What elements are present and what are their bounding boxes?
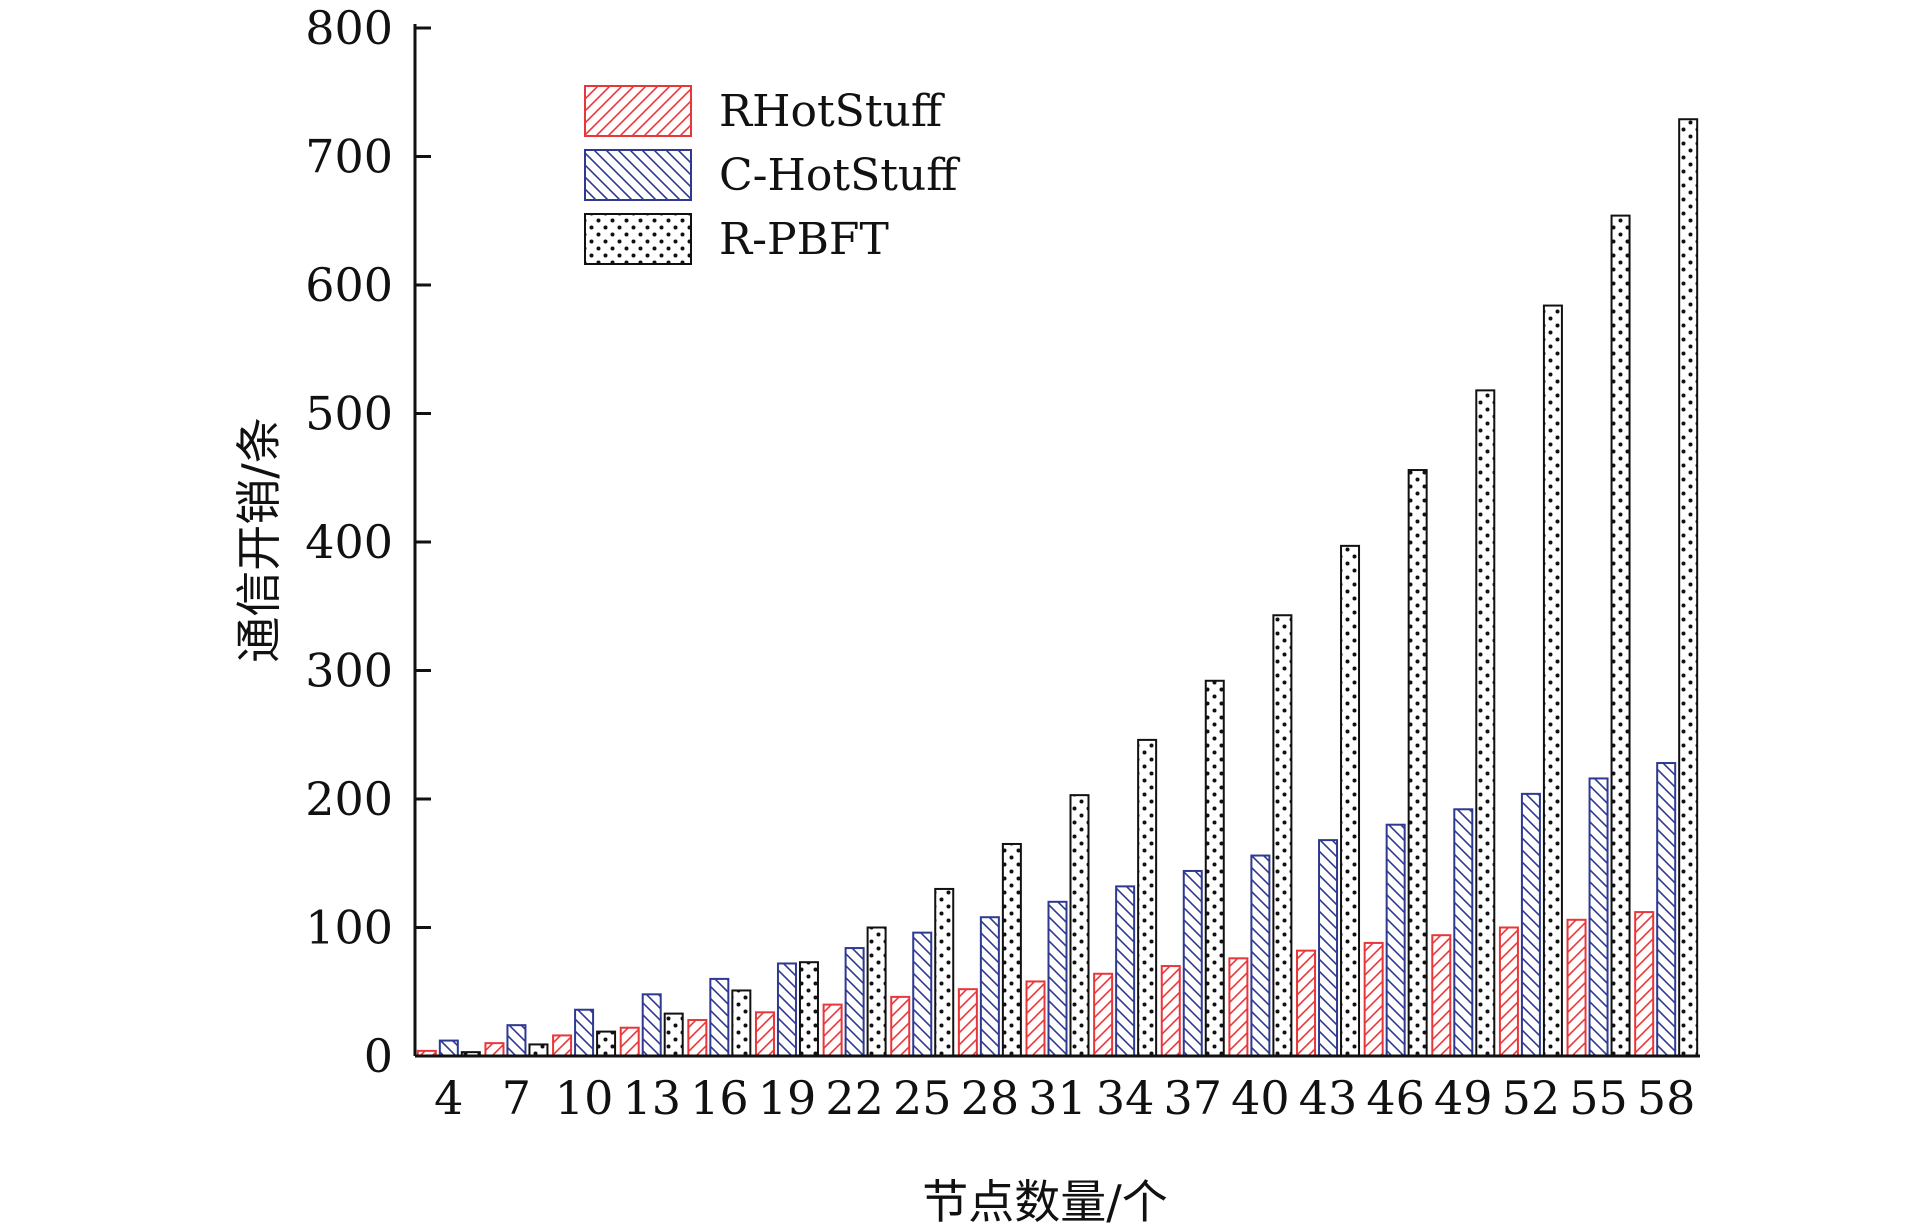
bar-c-hotstuff-28: [979, 916, 1000, 1057]
x-tick-label-31: 31: [1028, 1071, 1087, 1125]
bar-rhotstuff-49: [1431, 934, 1452, 1058]
y-tick-label-700: 700: [305, 130, 393, 184]
bar-c-hotstuff-25: [912, 931, 933, 1058]
bar-rhotstuff-10: [552, 1034, 573, 1057]
bar-rhotstuff-43: [1296, 949, 1317, 1058]
x-tick-label-28: 28: [961, 1071, 1020, 1125]
bar-rhotstuff-22: [822, 1003, 843, 1057]
x-tick-label-19: 19: [758, 1071, 817, 1125]
bar-r-pbft-43: [1340, 544, 1361, 1057]
x-tick-label-22: 22: [825, 1071, 884, 1125]
bar-r-pbft-31: [1069, 794, 1090, 1057]
bars-layer: [416, 118, 1699, 1058]
bar-r-pbft-28: [1001, 842, 1022, 1057]
bar-c-hotstuff-40: [1250, 854, 1271, 1057]
bar-r-pbft-40: [1272, 614, 1293, 1057]
bar-c-hotstuff-46: [1385, 823, 1406, 1058]
bar-rhotstuff-28: [957, 988, 978, 1057]
x-tick-label-49: 49: [1434, 1071, 1493, 1125]
x-tick-label-4: 4: [434, 1071, 463, 1125]
bar-rhotstuff-31: [1025, 980, 1046, 1057]
legend-swatch-rhotstuff: [584, 85, 692, 137]
bar-r-pbft-37: [1204, 679, 1225, 1058]
x-tick-label-25: 25: [893, 1071, 952, 1125]
y-tick-label-200: 200: [305, 772, 393, 826]
axes: 0 100 200 300 400 500 600 700 800 4 7 10 13 16 19 22 25 2…: [305, 1, 1700, 1125]
y-tick-label-300: 300: [305, 644, 393, 698]
bar-c-hotstuff-52: [1520, 792, 1541, 1057]
bar-c-hotstuff-13: [641, 993, 662, 1058]
bar-c-hotstuff-19: [776, 962, 797, 1057]
y-tick-label-800: 800: [305, 1, 393, 55]
bar-c-hotstuff-22: [844, 947, 865, 1057]
bar-r-pbft-19: [798, 961, 819, 1058]
bar-r-pbft-46: [1407, 469, 1428, 1058]
x-tick-label-40: 40: [1231, 1071, 1290, 1125]
bar-rhotstuff-13: [619, 1026, 640, 1057]
bar-c-hotstuff-43: [1318, 839, 1339, 1057]
bar-rhotstuff-19: [754, 1011, 775, 1057]
x-tick-label-58: 58: [1637, 1071, 1696, 1125]
x-tick-label-7: 7: [502, 1071, 531, 1125]
bar-rhotstuff-37: [1160, 965, 1181, 1057]
x-tick-label-43: 43: [1299, 1071, 1358, 1125]
bar-rhotstuff-40: [1228, 957, 1249, 1058]
y-tick-label-100: 100: [305, 901, 393, 955]
bar-c-hotstuff-16: [709, 977, 730, 1058]
legend-swatch-c-hotstuff: [584, 149, 692, 201]
bar-rhotstuff-16: [687, 1019, 708, 1058]
bar-r-pbft-58: [1678, 118, 1699, 1058]
bar-rhotstuff-55: [1566, 918, 1587, 1057]
bar-r-pbft-10: [596, 1030, 617, 1057]
bar-c-hotstuff-7: [506, 1024, 527, 1058]
bar-r-pbft-49: [1475, 389, 1496, 1057]
bar-c-hotstuff-49: [1453, 808, 1474, 1058]
x-tick-label-34: 34: [1096, 1071, 1155, 1125]
bar-r-pbft-34: [1137, 738, 1158, 1057]
bar-c-hotstuff-37: [1182, 869, 1203, 1058]
x-tick-label-16: 16: [690, 1071, 749, 1125]
bar-rhotstuff-52: [1498, 926, 1519, 1057]
bar-c-hotstuff-10: [574, 1008, 595, 1057]
y-axis-title: 通信开销/条: [232, 417, 286, 663]
legend-label-c-hotstuff: C-HotStuff: [719, 150, 960, 201]
bar-r-pbft-55: [1610, 214, 1631, 1058]
bar-c-hotstuff-58: [1656, 762, 1677, 1058]
y-tick-label-0: 0: [364, 1029, 393, 1083]
bar-r-pbft-52: [1542, 304, 1563, 1057]
x-tick-label-46: 46: [1366, 1071, 1425, 1125]
legend-label-rhotstuff: RHotStuff: [719, 86, 945, 137]
y-tick-label-400: 400: [305, 515, 393, 569]
legend: RHotStuff C-HotStuff R-PBFT: [584, 85, 960, 265]
legend-swatch-r-pbft: [584, 213, 692, 265]
bar-rhotstuff-58: [1634, 911, 1655, 1058]
x-tick-label-13: 13: [622, 1071, 681, 1125]
bar-c-hotstuff-31: [1047, 900, 1068, 1057]
x-tick-label-37: 37: [1163, 1071, 1222, 1125]
x-axis-title: 节点数量/个: [922, 1175, 1168, 1228]
bar-r-pbft-13: [663, 1012, 684, 1057]
y-tick-label-500: 500: [305, 387, 393, 441]
legend-label-r-pbft: R-PBFT: [719, 214, 889, 265]
x-tick-label-55: 55: [1569, 1071, 1628, 1125]
bar-c-hotstuff-55: [1588, 777, 1609, 1057]
bar-c-hotstuff-34: [1115, 885, 1136, 1057]
bar-r-pbft-7: [528, 1043, 549, 1058]
bar-r-pbft-22: [866, 926, 887, 1057]
bar-r-pbft-25: [934, 887, 955, 1058]
bar-rhotstuff-25: [890, 995, 911, 1058]
bar-c-hotstuff-4: [438, 1039, 459, 1057]
bar-rhotstuff-7: [484, 1042, 505, 1058]
bar-rhotstuff-46: [1363, 941, 1384, 1057]
y-tick-label-600: 600: [305, 258, 393, 312]
bar-rhotstuff-34: [1093, 972, 1114, 1058]
x-tick-label-52: 52: [1502, 1071, 1561, 1125]
bar-r-pbft-16: [731, 989, 752, 1057]
x-tick-label-10: 10: [555, 1071, 614, 1125]
